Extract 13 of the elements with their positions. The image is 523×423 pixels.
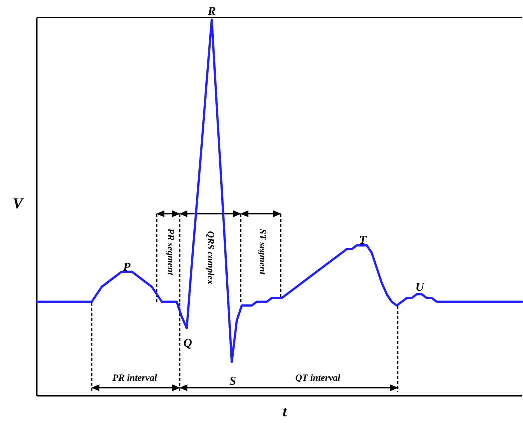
x-axis-title: t [282,404,288,420]
annotation: QT interval [295,374,341,384]
annotation: U [416,280,426,294]
text: R [206,4,216,18]
annotation: S [230,374,237,388]
annotation: QRS complex [204,231,215,286]
annotation: ST segment [256,229,267,276]
annotation: Q [184,336,193,350]
annotation: PR interval [112,374,158,384]
annotation: P [123,260,132,274]
y-axis-title: V [12,196,25,212]
annotation: T [359,232,368,247]
annotation: PR segment [164,228,175,276]
